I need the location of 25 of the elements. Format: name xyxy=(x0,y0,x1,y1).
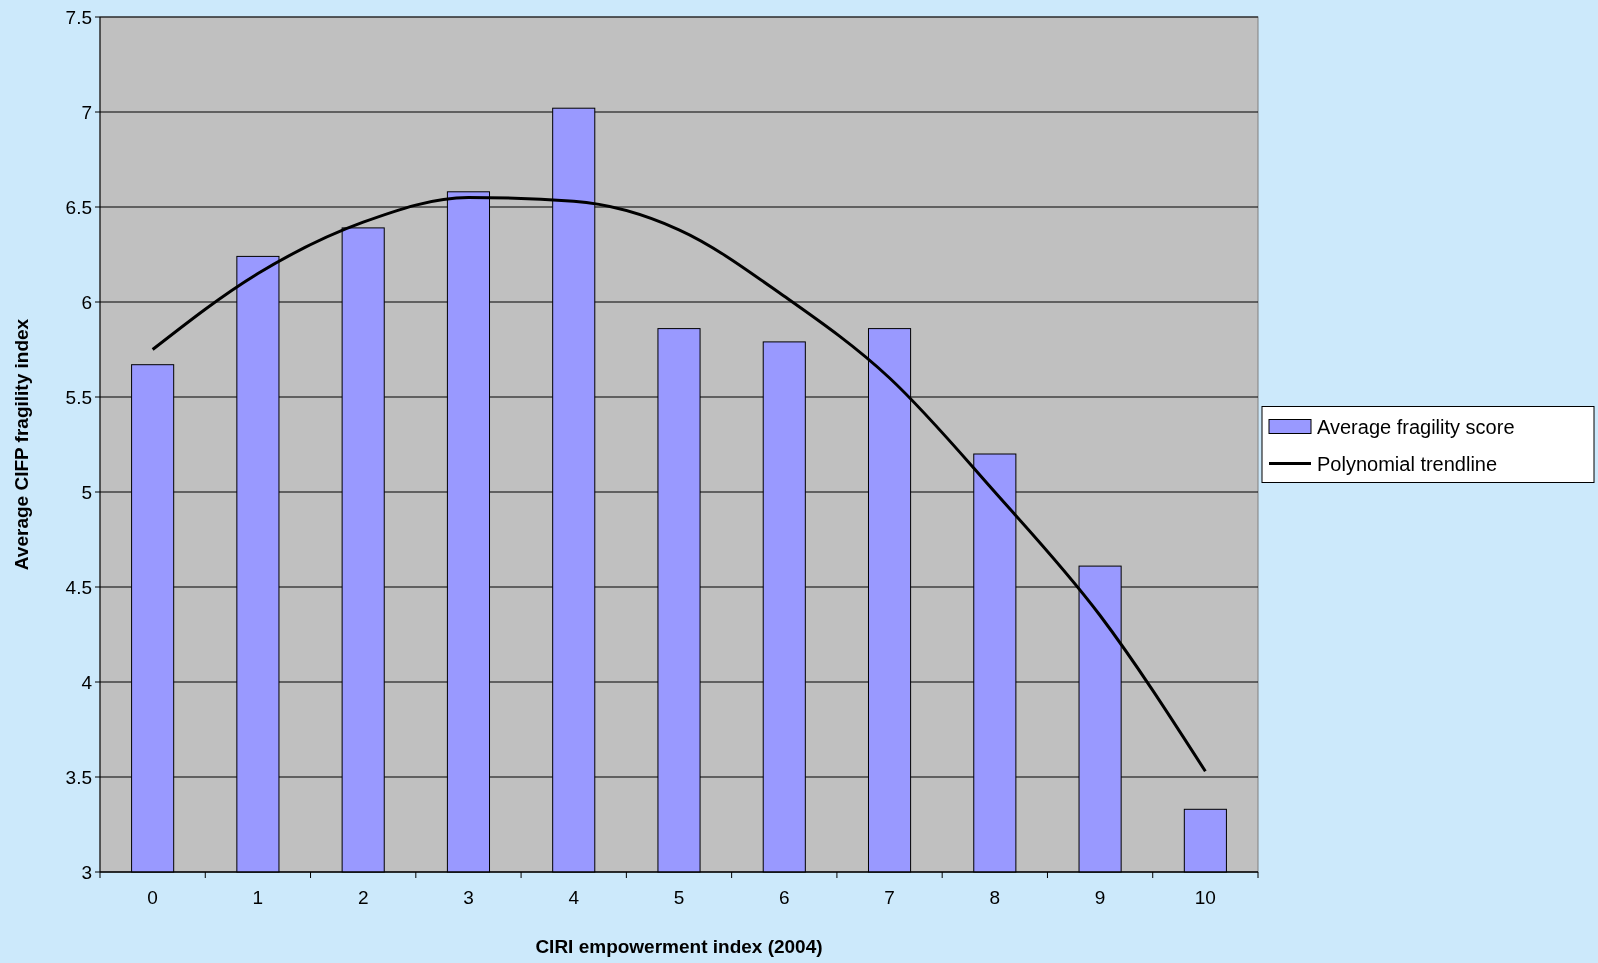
y-tick-label: 4 xyxy=(81,671,93,693)
y-tick-label: 7.5 xyxy=(65,6,92,28)
x-tick-label: 4 xyxy=(568,887,580,908)
y-tick-label: 6 xyxy=(81,291,92,313)
x-axis-title: CIRI empowerment index (2004) xyxy=(535,936,823,957)
x-tick-label: 6 xyxy=(778,887,790,908)
y-tick-label: 4.5 xyxy=(65,576,92,598)
legend-label: Polynomial trendline xyxy=(1317,452,1498,475)
y-axis-title: Average CIFP fragility index xyxy=(11,318,32,571)
y-tick-label: 3 xyxy=(81,861,92,883)
y-tick-label: 5.5 xyxy=(65,386,92,408)
x-tick-label: 5 xyxy=(673,887,685,908)
y-tick-label: 3.5 xyxy=(65,766,92,788)
y-tick-label: 7 xyxy=(81,101,92,123)
x-tick-label: 0 xyxy=(147,887,158,908)
x-tick-label: 10 xyxy=(1194,887,1216,908)
x-tick-label: 8 xyxy=(989,887,1001,908)
y-tick-label: 6.5 xyxy=(65,196,92,218)
x-tick-label: 2 xyxy=(357,887,369,908)
x-tick-label: 3 xyxy=(463,887,474,908)
legend-label: Average fragility score xyxy=(1317,415,1515,438)
x-tick-label: 1 xyxy=(252,887,264,908)
y-tick-label: 5 xyxy=(81,481,92,503)
x-tick-label: 7 xyxy=(884,887,895,908)
x-tick-label: 9 xyxy=(1094,887,1106,908)
